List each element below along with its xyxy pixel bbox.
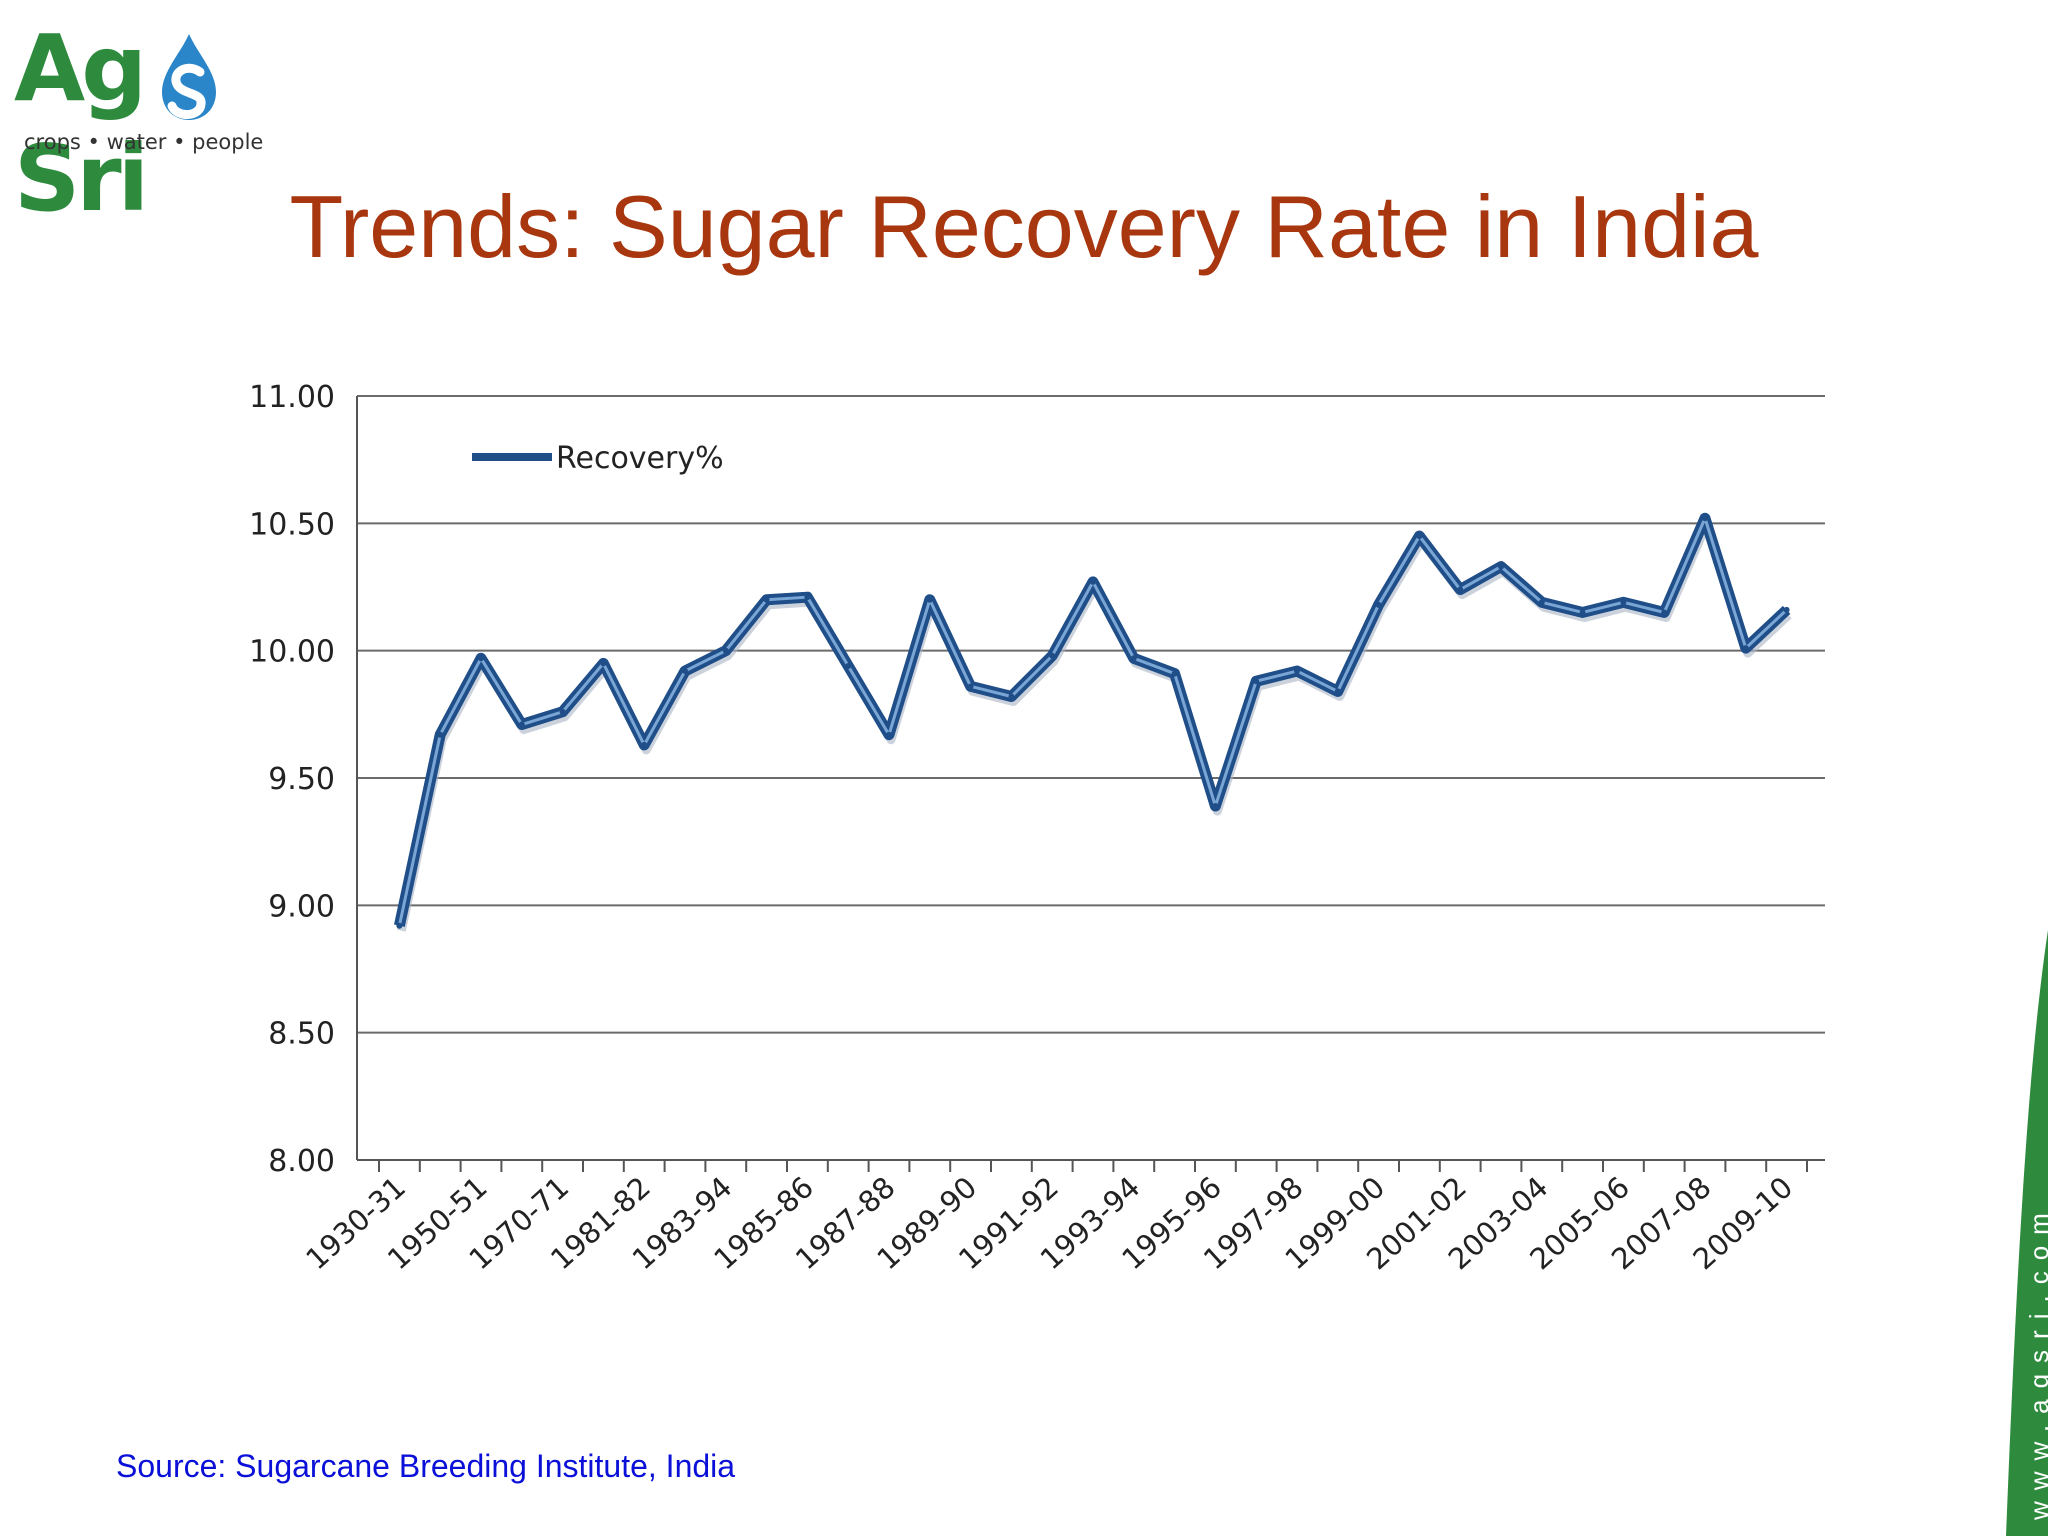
data-point [1253,678,1260,685]
water-drop-icon [162,34,216,120]
data-point [1171,670,1178,677]
data-point [1130,655,1137,662]
y-tick-label: 10.50 [249,507,335,542]
data-point [1702,515,1708,522]
data-point [763,596,770,603]
data-point [1416,533,1423,540]
source-note: Source: Sugarcane Breeding Institute, In… [116,1448,736,1484]
data-point [478,655,484,662]
data-point [967,683,974,690]
website-url: www.agsri.com [2024,1202,2048,1520]
data-point [1783,606,1790,613]
logo-word-sri: Sri [14,125,149,232]
data-point [1049,652,1056,659]
data-point [1538,599,1545,606]
green-leaf-strip [2006,930,2048,1536]
logo-tagline: crops • water • people [24,130,264,154]
legend-label: Recovery% [556,441,724,476]
data-point [600,660,607,667]
data-point [1212,803,1219,810]
data-point [1375,601,1382,608]
data-point [886,731,892,738]
data-point [1661,609,1668,616]
data-point [559,708,566,715]
data-point [1498,563,1504,570]
data-point [845,662,852,669]
y-tick-label: 9.00 [268,889,335,924]
y-tick-label: 11.00 [249,380,335,415]
y-tick-label: 9.50 [268,762,335,797]
data-point [641,741,648,748]
data-point [1334,688,1341,695]
data-point [396,922,403,929]
logo-word-ag: Ag [14,15,147,122]
data-point [926,596,933,603]
data-point [804,594,811,601]
slide-title: Trends: Sugar Recovery Rate in India [289,177,1759,276]
data-point [1620,599,1627,606]
data-point [1090,578,1096,585]
recovery-line-chart: 8.008.509.009.5010.0010.5011.001930-3119… [249,380,1825,1276]
y-tick-label: 8.00 [268,1144,335,1179]
data-point [1742,645,1749,652]
data-point [518,721,525,728]
y-tick-label: 10.00 [249,635,335,670]
data-point [1579,609,1586,616]
data-point [722,647,729,654]
data-point [682,668,688,675]
agsri-logo: AgSri crops • water • people [14,14,314,232]
data-point [437,731,444,738]
data-point [1457,586,1464,593]
data-point [1008,693,1015,700]
data-point [1294,668,1300,675]
y-tick-label: 8.50 [268,1017,335,1052]
